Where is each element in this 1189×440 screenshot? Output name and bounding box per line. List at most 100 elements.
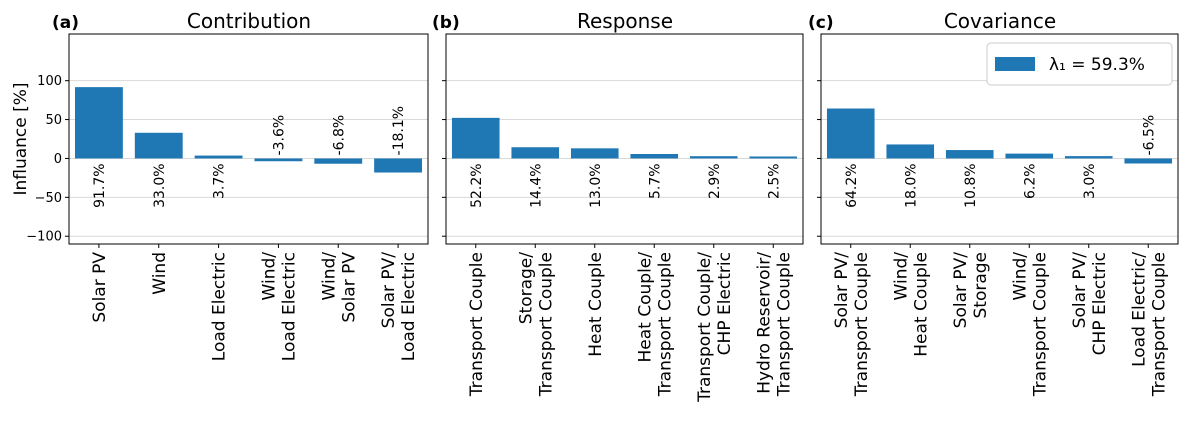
bar-value-label: 91.7% — [92, 163, 108, 207]
x-tick-line: Transport Couple — [852, 252, 872, 397]
bar — [886, 144, 935, 159]
bar-value-label: 13.0% — [588, 163, 604, 207]
x-tick-line: Solar PV — [90, 252, 110, 323]
bar — [451, 117, 500, 159]
x-tick-line: Wind/ — [1010, 252, 1030, 301]
x-tick-line: Hydro Reservoir/ — [754, 252, 774, 394]
x-tick-line: Load Electric — [279, 252, 299, 361]
axes-frame — [445, 33, 804, 245]
axes-frame — [68, 33, 429, 245]
bar-value-label: 3.0% — [1082, 163, 1098, 199]
bar-value-label: -18.1% — [391, 106, 407, 156]
x-tick-line: Transport Couple — [536, 252, 556, 397]
x-tick-line: Transport Couple — [655, 252, 675, 397]
x-tick-label: Wind/Load Electric — [259, 252, 299, 361]
bar-value-label: 3.7% — [212, 163, 228, 199]
y-axis-label: Influance [%] — [11, 82, 31, 195]
x-tick-line: Solar PV/ — [1070, 252, 1090, 329]
x-tick-line: Heat Couple — [911, 252, 931, 357]
x-tick-line: CHP Electric — [715, 252, 735, 355]
bar — [74, 87, 123, 159]
bar-value-label: -6.5% — [1141, 115, 1157, 156]
panel-2: 52.2% Transport Couple 14.4% Storage/Transp… — [432, 9, 804, 403]
x-tick-label: Solar PV/CHP Electric — [1070, 252, 1110, 356]
panel-title: Contribution — [187, 9, 311, 33]
x-tick-line: Transport Couple — [774, 252, 794, 397]
bar — [689, 156, 738, 159]
panel-title: Covariance — [944, 9, 1056, 33]
x-tick-label: Solar PV/Load Electric — [379, 252, 419, 361]
bar-value-label: -6.8% — [331, 115, 347, 156]
x-tick-line: Transport Couple/ — [695, 252, 715, 403]
panel-title: Response — [577, 9, 673, 33]
bar-value-label: 64.2% — [844, 163, 860, 207]
x-tick-line: Solar PV — [339, 252, 359, 323]
panel-letter: (b) — [432, 13, 460, 33]
x-tick-label: Solar PV — [90, 252, 110, 323]
bar — [314, 158, 363, 164]
x-tick-label: Solar PV/Transport Couple — [832, 252, 872, 397]
bar — [134, 132, 183, 159]
bar-value-label: 33.0% — [152, 163, 168, 207]
x-tick-label: Load Electric/Transport Couple — [1129, 252, 1169, 397]
x-tick-label: Transport Couple — [467, 252, 487, 397]
bar-value-label: 14.4% — [528, 163, 544, 207]
panel-letter: (a) — [52, 13, 79, 33]
x-tick-line: CHP Electric — [1090, 252, 1110, 355]
y-tick-label: −100 — [26, 230, 62, 245]
bar — [1064, 156, 1113, 159]
bar-value-label: 2.9% — [707, 163, 723, 199]
x-tick-label: Solar PV/Storage — [951, 252, 991, 329]
x-tick-line: Load Electric/ — [1129, 252, 1149, 367]
bar — [630, 154, 679, 159]
x-tick-label: Wind/Transport Couple — [1010, 252, 1050, 397]
bar — [511, 147, 560, 159]
x-tick-line: Transport Couple — [1030, 252, 1050, 397]
x-tick-label: Heat Couple/Transport Couple — [635, 252, 675, 397]
axes-frame — [820, 33, 1179, 245]
bar — [194, 155, 243, 159]
bar — [945, 150, 994, 159]
x-tick-line: Transport Couple — [467, 252, 487, 397]
x-tick-label: Wind/Solar PV — [319, 252, 359, 323]
bar-value-label: 18.0% — [903, 163, 919, 207]
x-tick-line: Wind/ — [891, 252, 911, 301]
bar — [1005, 153, 1054, 159]
x-tick-label: Heat Couple — [586, 252, 606, 357]
panel-letter: (c) — [808, 13, 834, 33]
bar-value-label: -3.6% — [271, 115, 287, 156]
x-tick-line: Wind — [150, 252, 170, 295]
x-tick-line: Solar PV/ — [951, 252, 971, 329]
y-tick-label: −50 — [35, 191, 62, 206]
bar — [826, 108, 875, 159]
panel-3: 64.2% Solar PV/Transport Couple 18.0% Wind/… — [808, 9, 1179, 397]
bar — [570, 148, 619, 159]
legend-swatch — [995, 57, 1035, 71]
bar-value-label: 10.8% — [963, 163, 979, 207]
x-tick-line: Storage — [971, 252, 991, 319]
x-tick-line: Load Electric — [399, 252, 419, 361]
bar — [374, 158, 423, 173]
x-tick-line: Solar PV/ — [832, 252, 852, 329]
x-tick-label: Wind/Heat Couple — [891, 252, 931, 357]
bar — [1124, 158, 1173, 164]
x-tick-line: Load Electric — [210, 252, 230, 361]
bar-value-label: 6.2% — [1022, 163, 1038, 199]
y-tick-label: 50 — [45, 113, 62, 128]
x-tick-label: Load Electric — [210, 252, 230, 361]
y-tick-label: 0 — [54, 152, 62, 167]
panels: 91.7% Solar PV 33.0% Wind 3.7% Load Electric -… — [26, 9, 1179, 403]
x-tick-line: Storage/ — [516, 252, 536, 325]
y-tick-label: 100 — [37, 74, 62, 89]
x-tick-line: Heat Couple — [586, 252, 606, 357]
x-tick-line: Wind/ — [259, 252, 279, 301]
x-tick-label: Hydro Reservoir/Transport Couple — [754, 252, 794, 397]
x-tick-line: Heat Couple/ — [635, 252, 655, 363]
x-tick-label: Transport Couple/CHP Electric — [695, 252, 735, 403]
legend: λ₁ = 59.3% — [986, 42, 1173, 86]
x-tick-label: Wind — [150, 252, 170, 295]
bar — [749, 156, 798, 159]
panel-1: 91.7% Solar PV 33.0% Wind 3.7% Load Electric -… — [26, 9, 429, 361]
x-tick-line: Transport Couple — [1149, 252, 1169, 397]
